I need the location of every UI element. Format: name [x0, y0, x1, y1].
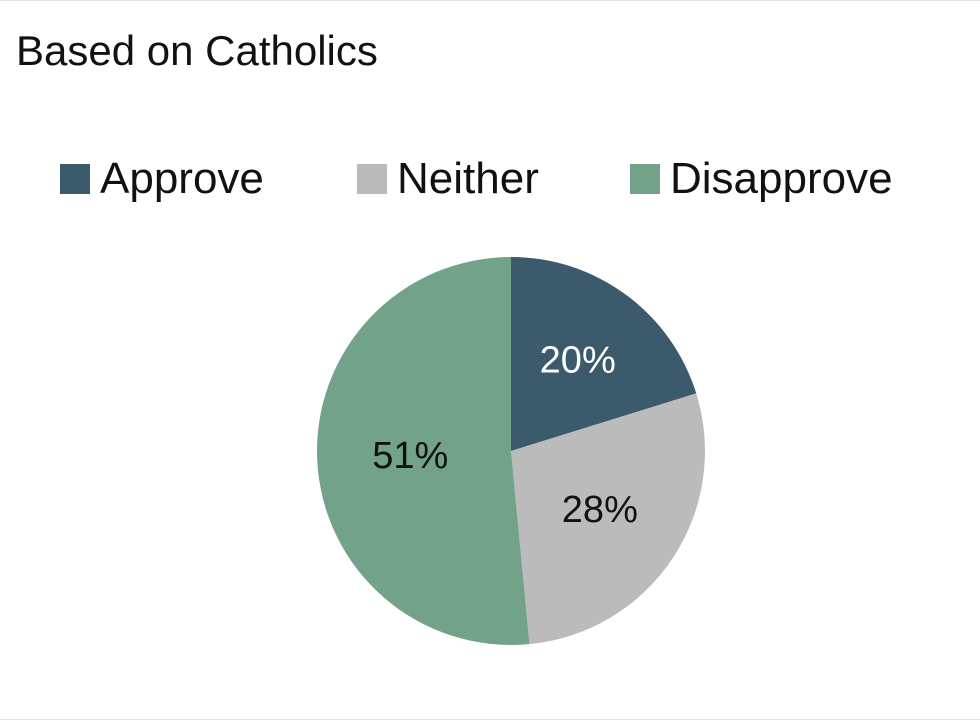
pie-slice-approve	[511, 257, 697, 451]
pie-slice-disapprove	[317, 257, 530, 645]
legend-swatch-approve	[60, 164, 90, 194]
chart-title: Based on Catholics	[16, 27, 378, 74]
slice-label-approve: 20%	[540, 339, 616, 381]
pie-slice-neither	[511, 393, 705, 645]
legend-item-neither: Neither	[357, 147, 539, 211]
legend-label-approve: Approve	[100, 154, 264, 203]
legend-item-disapprove: Disapprove	[630, 147, 893, 211]
chart-legend: Approve Neither Disapprove	[0, 147, 980, 211]
slice-label-disapprove: 51%	[372, 435, 448, 477]
legend-item-approve: Approve	[60, 147, 264, 211]
legend-swatch-disapprove	[630, 164, 660, 194]
slice-label-neither: 28%	[562, 489, 638, 531]
legend-swatch-neither	[357, 164, 387, 194]
legend-label-disapprove: Disapprove	[670, 154, 893, 203]
legend-label-neither: Neither	[397, 154, 539, 203]
